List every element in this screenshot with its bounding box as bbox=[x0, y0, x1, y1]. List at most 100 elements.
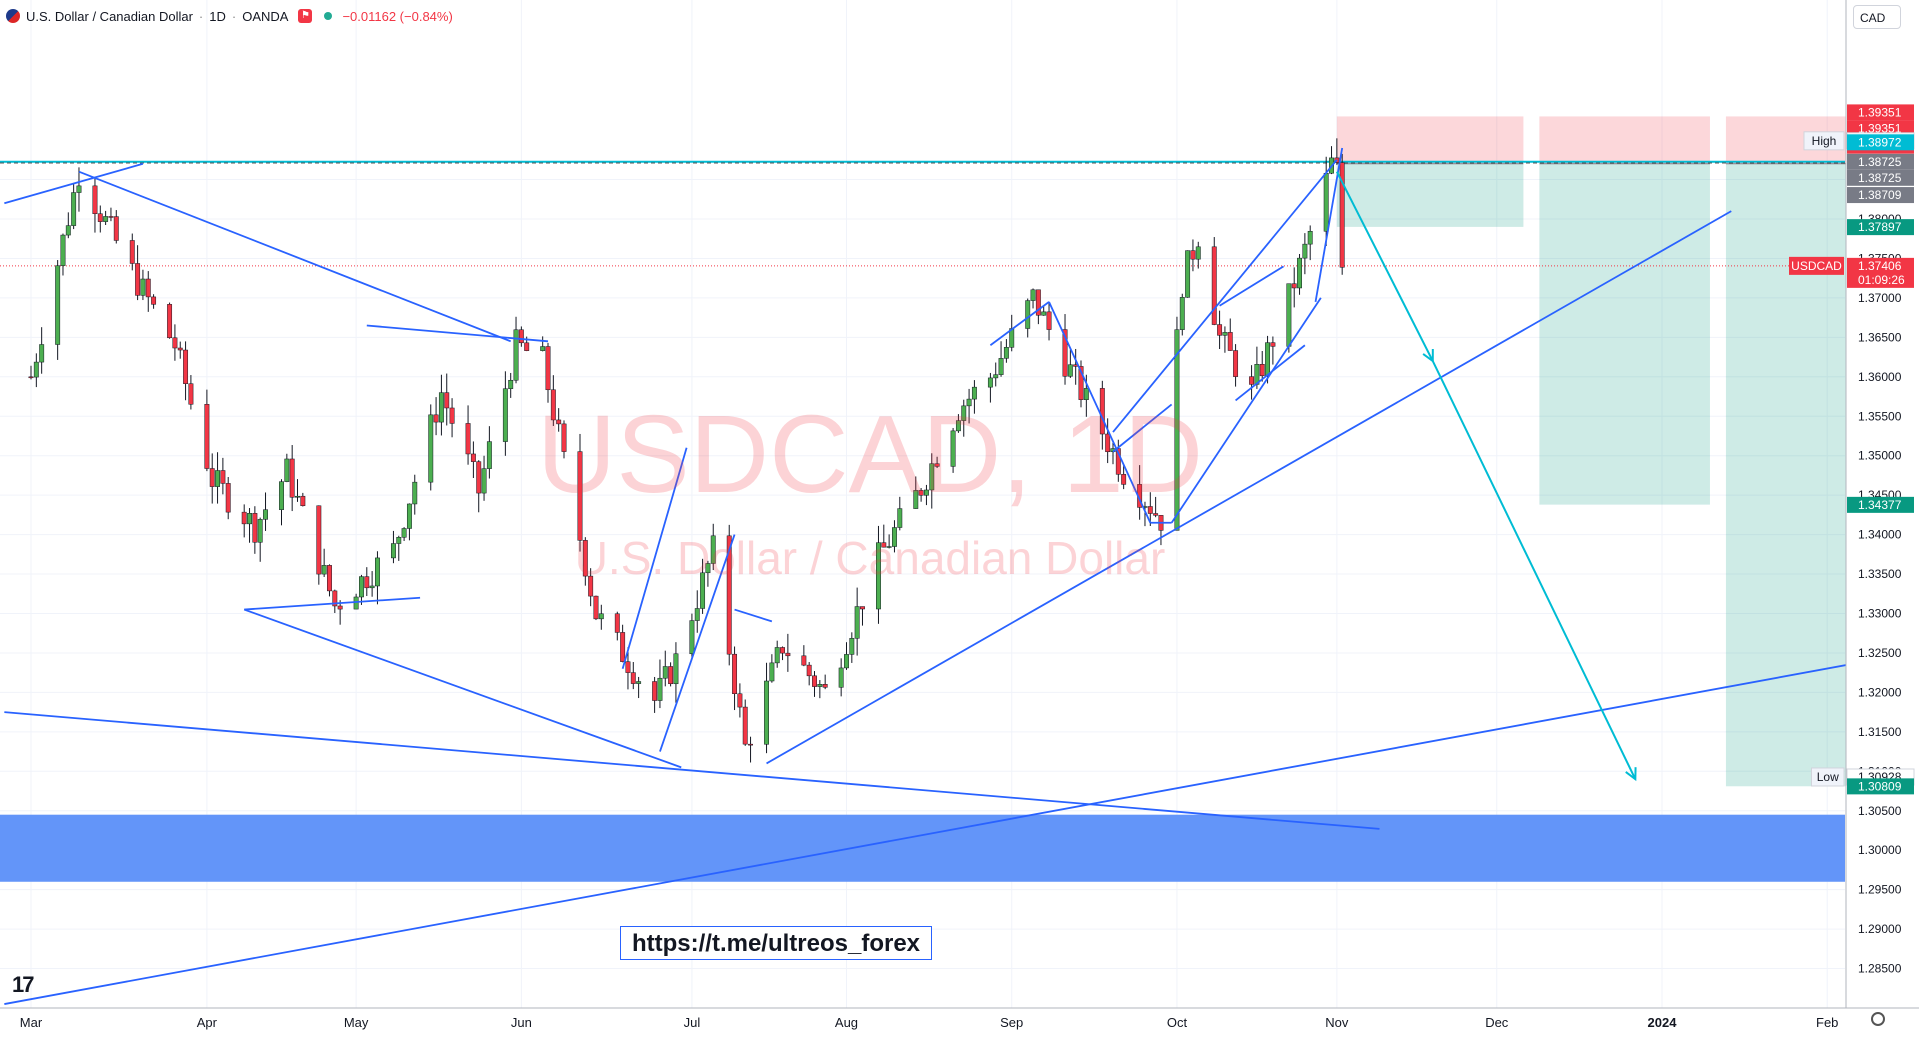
candle[interactable] bbox=[705, 560, 711, 587]
candle[interactable] bbox=[428, 404, 434, 491]
candle[interactable] bbox=[316, 505, 322, 585]
telegram-link[interactable]: https://t.me/ultreos_forex bbox=[620, 926, 932, 960]
candle[interactable] bbox=[401, 527, 407, 541]
candle[interactable] bbox=[241, 504, 247, 538]
trend-line[interactable] bbox=[1112, 159, 1338, 433]
candle[interactable] bbox=[860, 606, 865, 626]
candle[interactable] bbox=[225, 477, 231, 520]
candle[interactable] bbox=[742, 699, 748, 746]
candle[interactable] bbox=[849, 632, 855, 663]
candle[interactable] bbox=[1121, 464, 1127, 490]
flag-icon[interactable]: ⚑ bbox=[298, 9, 313, 23]
candle[interactable] bbox=[470, 441, 476, 479]
candle[interactable] bbox=[577, 433, 583, 552]
candle[interactable] bbox=[263, 492, 268, 531]
interval[interactable]: 1D bbox=[209, 8, 226, 24]
candle[interactable] bbox=[598, 604, 604, 630]
candle[interactable] bbox=[1009, 314, 1015, 352]
candle[interactable] bbox=[60, 233, 66, 276]
candle[interactable] bbox=[614, 611, 620, 641]
take-profit-zone[interactable] bbox=[1539, 163, 1710, 505]
candle[interactable] bbox=[332, 589, 338, 613]
stop-loss-zone[interactable] bbox=[1336, 116, 1524, 164]
candle[interactable] bbox=[220, 457, 226, 495]
candle[interactable] bbox=[76, 167, 82, 212]
candle[interactable] bbox=[1259, 350, 1265, 382]
trend-line[interactable] bbox=[766, 210, 1732, 765]
trend-line[interactable] bbox=[78, 170, 512, 343]
candle[interactable] bbox=[550, 375, 556, 426]
candle[interactable] bbox=[998, 341, 1004, 377]
candle[interactable] bbox=[1153, 496, 1159, 518]
trend-line[interactable] bbox=[4, 633, 1919, 1005]
candle[interactable] bbox=[1003, 339, 1009, 363]
candle[interactable] bbox=[812, 671, 817, 697]
candle[interactable] bbox=[588, 568, 594, 607]
candle[interactable] bbox=[465, 405, 471, 465]
candle[interactable] bbox=[737, 683, 743, 718]
candle[interactable] bbox=[71, 182, 77, 230]
candle[interactable] bbox=[801, 645, 807, 667]
candle[interactable] bbox=[151, 294, 157, 309]
candle[interactable] bbox=[1105, 418, 1111, 464]
candle[interactable] bbox=[1270, 336, 1276, 365]
candle[interactable] bbox=[172, 324, 178, 361]
trend-line[interactable] bbox=[366, 324, 549, 343]
candle[interactable] bbox=[662, 650, 668, 687]
trend-line[interactable] bbox=[243, 608, 682, 769]
candle[interactable] bbox=[1297, 254, 1302, 295]
candle[interactable] bbox=[279, 479, 284, 526]
candle[interactable] bbox=[369, 571, 375, 597]
trend-line[interactable] bbox=[4, 162, 144, 205]
candle[interactable] bbox=[364, 567, 370, 597]
candle[interactable] bbox=[412, 474, 418, 515]
candle[interactable] bbox=[764, 662, 769, 754]
candle[interactable] bbox=[785, 633, 791, 672]
tradingview-logo-icon[interactable]: 17 bbox=[12, 972, 35, 997]
candle[interactable] bbox=[913, 476, 919, 509]
trend-line[interactable] bbox=[244, 596, 421, 611]
candle[interactable] bbox=[28, 365, 34, 380]
candle[interactable] bbox=[486, 426, 492, 479]
candle[interactable] bbox=[556, 408, 562, 432]
candle[interactable] bbox=[284, 453, 290, 483]
candle[interactable] bbox=[1185, 250, 1191, 298]
candle[interactable] bbox=[97, 205, 103, 233]
candle[interactable] bbox=[252, 506, 258, 554]
candle[interactable] bbox=[129, 233, 135, 271]
candle[interactable] bbox=[1291, 267, 1297, 308]
candle[interactable] bbox=[92, 177, 98, 233]
candle[interactable] bbox=[689, 613, 695, 661]
candle[interactable] bbox=[209, 453, 215, 504]
candle[interactable] bbox=[1233, 344, 1239, 387]
candle[interactable] bbox=[337, 600, 343, 625]
candle[interactable] bbox=[955, 414, 961, 433]
candle[interactable] bbox=[359, 574, 364, 605]
candle[interactable] bbox=[694, 590, 700, 633]
candle[interactable] bbox=[545, 342, 551, 403]
candle[interactable] bbox=[289, 445, 295, 512]
candle[interactable] bbox=[987, 372, 993, 403]
candle[interactable] bbox=[502, 371, 508, 456]
trend-line[interactable] bbox=[734, 608, 773, 623]
candle[interactable] bbox=[625, 647, 631, 690]
candle[interactable] bbox=[630, 662, 636, 690]
candle[interactable] bbox=[1329, 146, 1334, 175]
candle[interactable] bbox=[1222, 326, 1228, 353]
candle[interactable] bbox=[1307, 225, 1313, 261]
candle[interactable] bbox=[300, 492, 306, 507]
candle[interactable] bbox=[780, 646, 785, 661]
candle[interactable] bbox=[103, 210, 109, 225]
candle[interactable] bbox=[1227, 318, 1233, 351]
candle[interactable] bbox=[918, 487, 924, 502]
currency-selector[interactable]: CAD bbox=[1853, 5, 1901, 29]
candle[interactable] bbox=[966, 388, 972, 424]
candle[interactable] bbox=[1078, 360, 1084, 408]
candle[interactable] bbox=[710, 523, 716, 571]
candle[interactable] bbox=[247, 508, 252, 543]
candle[interactable] bbox=[167, 302, 173, 339]
candle[interactable] bbox=[215, 452, 221, 504]
stop-loss-zone[interactable] bbox=[1539, 116, 1710, 164]
candle[interactable] bbox=[1302, 233, 1308, 275]
